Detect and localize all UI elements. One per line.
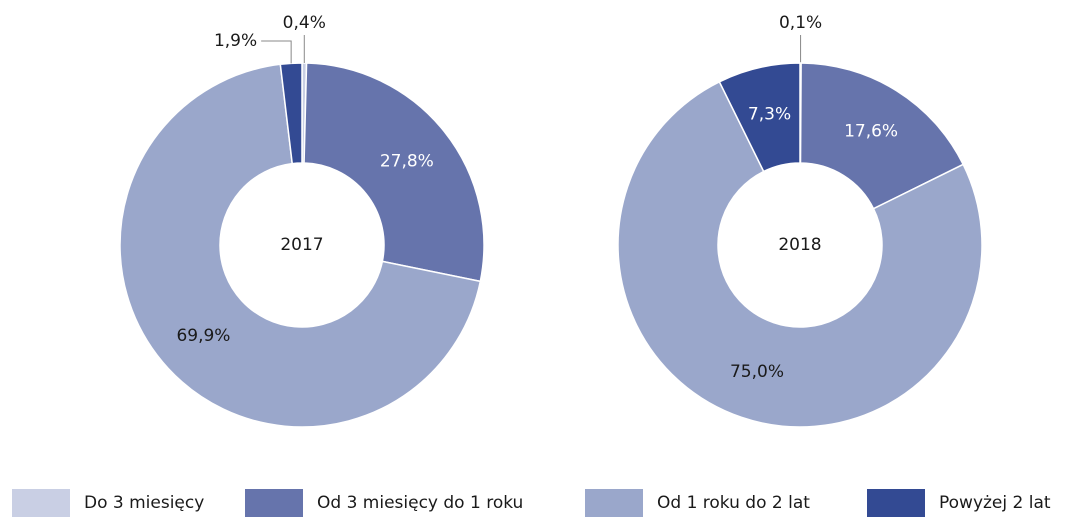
legend-label: Do 3 miesięcy xyxy=(84,493,204,513)
donut-slice xyxy=(119,63,482,428)
legend-label: Powyżej 2 lat xyxy=(939,493,1051,513)
value-label: 1,9% xyxy=(214,31,257,51)
leader-line xyxy=(261,40,292,64)
value-label: 69,9% xyxy=(176,326,230,346)
value-label: 27,8% xyxy=(380,152,434,172)
donut-slice xyxy=(303,62,485,283)
legend-label: Od 1 roku do 2 lat xyxy=(657,493,810,513)
value-label: 17,6% xyxy=(844,121,898,141)
donut-slice xyxy=(799,62,965,210)
legend-swatch xyxy=(12,489,70,517)
center-label: 2017 xyxy=(280,235,323,255)
donut-slice xyxy=(279,62,303,165)
legend-swatch xyxy=(867,489,925,517)
donut-slice xyxy=(718,62,801,173)
legend-label: Od 3 miesięcy do 1 roku xyxy=(317,493,523,513)
center-label: 2018 xyxy=(778,235,821,255)
value-label: 0,1% xyxy=(779,13,822,33)
donut-slice xyxy=(617,80,983,428)
value-label: 0,4% xyxy=(283,13,326,33)
value-label: 75,0% xyxy=(730,362,784,382)
value-label: 7,3% xyxy=(748,105,791,125)
legend-swatch xyxy=(245,489,303,517)
legend-swatch xyxy=(585,489,643,517)
